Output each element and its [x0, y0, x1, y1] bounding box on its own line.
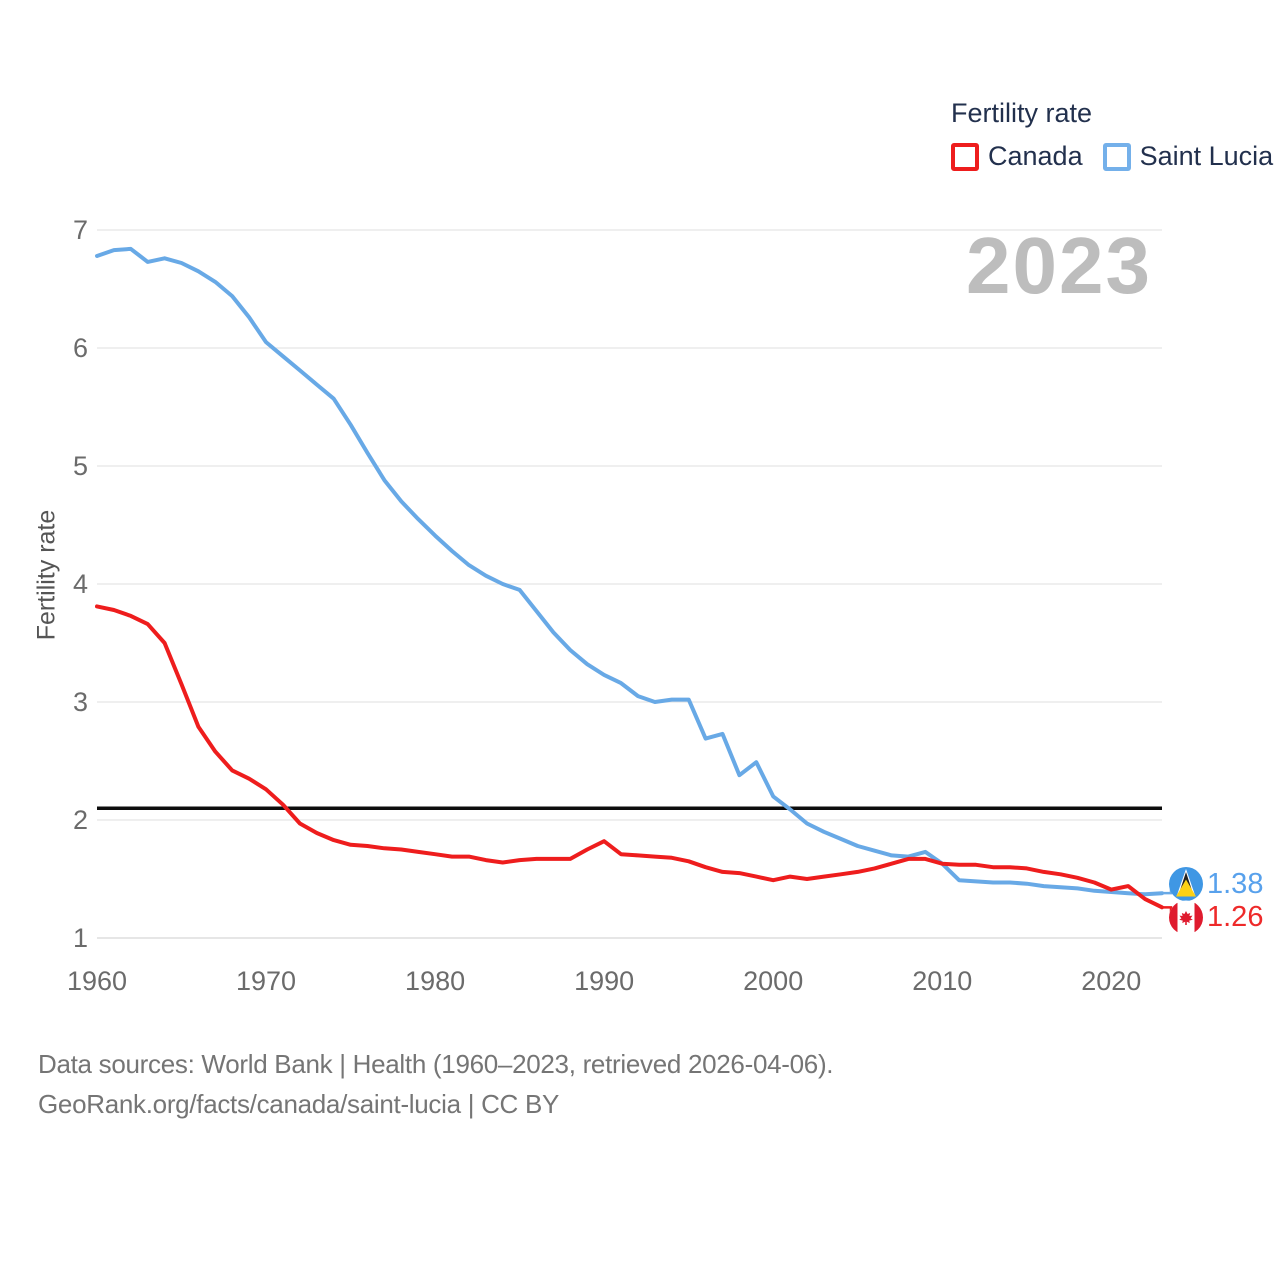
y-tick-4: 4: [73, 569, 88, 599]
canada-line[interactable]: [95, 604, 1164, 910]
saint-lucia-flag-icon: [1169, 867, 1203, 901]
y-tick-7: 7: [73, 215, 88, 245]
y-tick-2: 2: [73, 805, 88, 835]
y-tick-5: 5: [73, 451, 88, 481]
legend-item-canada[interactable]: Canada: [951, 141, 1083, 172]
legend-title: Fertility rate: [951, 98, 1093, 128]
x-tick-1960: 1960: [67, 966, 127, 996]
footer-attribution: GeoRank.org/facts/canada/saint-lucia | C…: [38, 1089, 560, 1119]
saint-lucia-line[interactable]: [95, 246, 1164, 897]
legend: Fertility rate Canada Saint Lucia: [951, 98, 1273, 172]
legend-label-canada: Canada: [988, 141, 1083, 172]
grid-and-axes: 1 2 3 4 5 6 7 1960 1970 1980 1990 2000 2010 2020: [67, 215, 1162, 996]
x-tick-1980: 1980: [405, 966, 465, 996]
series-lines: [95, 246, 1186, 919]
x-tick-1990: 1990: [574, 966, 634, 996]
watermark-year: 2023: [966, 221, 1152, 310]
y-tick-6: 6: [73, 333, 88, 363]
footer: Data sources: World Bank | Health (1960–…: [38, 1044, 834, 1124]
y-tick-1: 1: [73, 923, 88, 953]
x-tick-2020: 2020: [1081, 966, 1141, 996]
x-tick-2000: 2000: [743, 966, 803, 996]
canada-flag-icon: [1169, 900, 1203, 935]
x-tick-2010: 2010: [912, 966, 972, 996]
saint-lucia-end-value: 1.38: [1207, 868, 1264, 900]
footer-data-sources: Data sources: World Bank | Health (1960–…: [38, 1049, 834, 1079]
end-flags: [1169, 867, 1203, 935]
canada-end-value: 1.26: [1207, 901, 1264, 933]
canada-swatch: [951, 142, 979, 171]
x-tick-1970: 1970: [236, 966, 296, 996]
y-tick-3: 3: [73, 687, 88, 717]
saint-lucia-swatch: [1102, 142, 1131, 171]
legend-label-saint-lucia: Saint Lucia: [1139, 141, 1274, 172]
legend-items: Canada Saint Lucia: [951, 141, 1273, 172]
legend-item-saint-lucia[interactable]: Saint Lucia: [1102, 141, 1274, 172]
